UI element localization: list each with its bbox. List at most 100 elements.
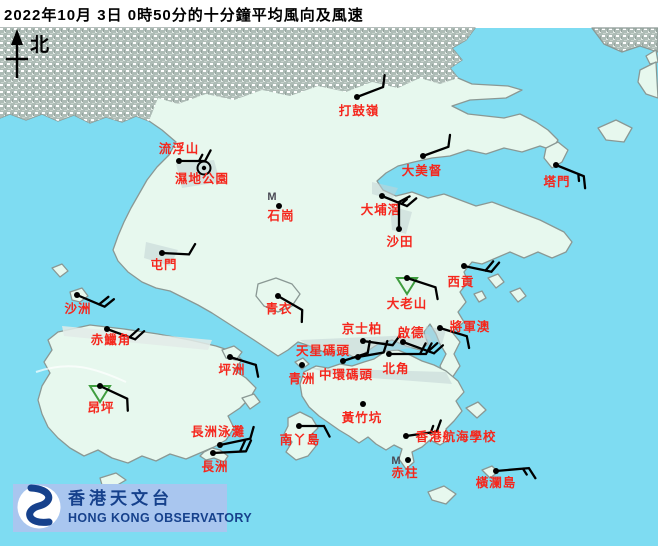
station-dot	[299, 362, 305, 368]
tung-lung-island	[465, 401, 487, 419]
wind-barb	[421, 133, 452, 158]
wind-barb	[341, 339, 371, 363]
wind-barb	[276, 294, 304, 324]
sha-tin-urban	[390, 206, 412, 234]
east-edge-land	[637, 61, 658, 99]
peng-chau-island	[221, 345, 243, 361]
north-arrow: 北	[6, 29, 49, 78]
mainland-new-territories	[0, 27, 573, 399]
station-label: 濕地公園	[175, 171, 229, 186]
station-wong-chuk-hang: 黃竹坑	[341, 401, 383, 425]
logo-band[interactable]: 香港天文台 HONG KONG OBSERVATORY	[13, 484, 252, 532]
logo-title-chinese: 香港天文台	[68, 488, 173, 508]
station-kings-park: 京士柏	[342, 321, 401, 347]
station-tai-po-kau: 大埔滘	[361, 193, 418, 217]
wind-barb	[380, 194, 418, 208]
station-green-island: 青洲	[288, 362, 315, 386]
lantau-road	[35, 365, 127, 383]
tai-po-urban	[372, 182, 398, 200]
station-lamma-island: 南丫島	[280, 423, 331, 447]
soko-islands	[99, 472, 127, 488]
station-peng-chau: 坪洲	[218, 354, 260, 378]
station-tai-mei-tuk: 大美督	[402, 133, 452, 178]
station-hk-sea-school: 香港航海學校	[403, 419, 496, 444]
page-title: 2022年10月 3日 0時50分的十分鐘平均風向及風速	[4, 7, 364, 24]
station-kai-tak: 啟德	[397, 325, 445, 355]
station-label: 京士柏	[342, 321, 383, 336]
wind-barb	[397, 195, 411, 231]
wind-barb	[105, 327, 146, 341]
station-sha-tin: 沙田	[386, 195, 413, 249]
lamma-island-land	[283, 411, 319, 461]
station-label: 赤柱	[391, 465, 418, 480]
station-label: 流浮山	[159, 141, 200, 156]
station-label: 中環碼頭	[319, 367, 373, 382]
po-toi-island	[427, 485, 457, 505]
station-sai-kung: 西貢	[447, 260, 501, 289]
wind-barb	[401, 340, 445, 355]
station-tap-mun: 塔門	[543, 162, 587, 190]
kowloon-urban	[300, 334, 434, 356]
station-waglan-island: 橫瀾島	[476, 466, 537, 490]
station-tates-cairn: 大老山	[387, 275, 439, 311]
station-central-pier: 中環碼頭	[319, 339, 373, 382]
station-label: 啟德	[397, 325, 424, 340]
station-tsing-yi: 青衣	[265, 293, 304, 324]
mirs-bay-islet-2	[645, 49, 658, 65]
station-shek-kong: M 石崗	[266, 191, 293, 223]
logo-title-english: HONG KONG OBSERVATORY	[68, 511, 252, 525]
wind-barb	[177, 149, 212, 163]
station-label: 青洲	[288, 371, 315, 386]
hei-ling-chau-islet	[241, 393, 261, 410]
station-label: 打鼓嶺	[339, 103, 380, 118]
hko-logo-swirl	[26, 484, 53, 526]
station-cheung-chau: 長洲	[201, 439, 253, 474]
station-sha-chau: 沙洲	[64, 292, 116, 316]
station-label: 沙田	[386, 235, 413, 249]
station-label: 坪洲	[218, 363, 245, 377]
station-label: 黃竹坑	[341, 410, 383, 425]
wind-barb	[356, 339, 389, 359]
station-label: 橫瀾島	[476, 475, 517, 490]
north-label: 北	[30, 34, 49, 56]
wind-barb	[355, 73, 386, 99]
hki-north-urban	[310, 368, 452, 384]
maintenance-marker: M	[267, 191, 276, 203]
wind-barb	[98, 384, 129, 412]
station-tseung-kwan-o: 將軍澳	[437, 319, 491, 350]
wind-barb	[211, 439, 253, 455]
wind-barb	[297, 424, 331, 438]
station-label: 屯門	[150, 257, 177, 272]
station-north-point: 北角	[382, 342, 433, 376]
station-tuen-mun: 屯門	[150, 242, 197, 272]
station-dot	[360, 401, 366, 407]
station-ngong-ping: 昂坪	[87, 383, 129, 415]
tap-mun-island	[543, 141, 569, 169]
wind-barb	[361, 334, 401, 347]
station-label: 赤鱲角	[91, 332, 132, 347]
wind-barb	[387, 342, 433, 356]
wind-barb	[75, 293, 116, 308]
station-label: 西貢	[447, 275, 474, 289]
station-ta-kwu-ling: 打鼓嶺	[339, 73, 386, 118]
wind-barb	[404, 419, 442, 438]
station-dot	[201, 165, 207, 171]
station-dot	[405, 457, 411, 463]
station-label: 南丫島	[280, 432, 321, 447]
station-label: 大美督	[402, 163, 443, 178]
yuen-long-urban	[176, 160, 220, 188]
station-label: 長洲	[201, 459, 228, 474]
station-label: 香港航海學校	[414, 429, 496, 444]
wind-barb	[462, 260, 501, 273]
station-label: 將軍澳	[450, 319, 491, 334]
wind-barb	[160, 242, 197, 256]
wind-barb	[228, 355, 260, 378]
mirs-bay-islet-1	[597, 119, 633, 143]
port-shelter-islet-3	[473, 290, 487, 303]
maintenance-marker: M	[391, 455, 400, 467]
station-label: 大埔滘	[361, 202, 402, 217]
calm-wind-icon	[196, 160, 212, 176]
